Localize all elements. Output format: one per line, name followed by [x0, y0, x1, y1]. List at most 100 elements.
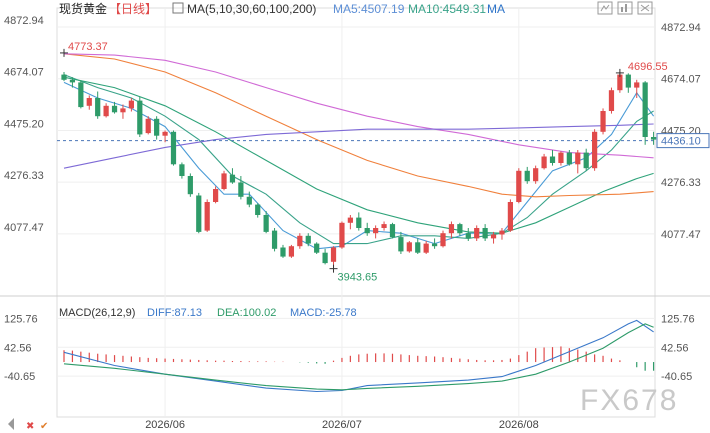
y-tick-right: 4276.33 [661, 177, 701, 189]
axis-labels: 4773.37 4696.55 3943.65 4872.94 4872.94 4674.… [4, 15, 710, 431]
candle-body [440, 233, 446, 247]
check-icon: ✔ [40, 421, 48, 432]
chart-type-icon [172, 2, 184, 14]
candle-body [347, 217, 353, 223]
candle-body [398, 237, 404, 252]
candle-body [533, 168, 539, 182]
candle-body [255, 204, 261, 215]
macd-value-label: MACD:-25.78 [290, 307, 357, 319]
candle-body [187, 176, 193, 195]
macd-dea-label: DEA:100.02 [217, 307, 276, 319]
macd-panel: 125.76 125.76 42.56 42.56 -40.65 -40.65 [4, 313, 695, 393]
ma-line-ma200 [63, 123, 654, 169]
ma-label: MA(5,10,30,60,100,200) [187, 2, 316, 16]
x-tick: 2026/07 [322, 419, 362, 431]
candle-body [330, 247, 337, 262]
ma-line-ma10 [63, 74, 654, 245]
macd-y-tick-left: -40.65 [4, 371, 35, 383]
candle-body [415, 242, 421, 253]
candle-body [86, 98, 92, 106]
ma-value: MA10:4549.31 [408, 2, 486, 16]
fullscreen-icon[interactable] [637, 1, 653, 15]
candle-body [524, 170, 530, 182]
candle-body [406, 242, 412, 252]
candle-body [549, 156, 556, 163]
candle-body [196, 195, 202, 232]
annotation-label: 4773.37 [68, 41, 108, 53]
candle-body [280, 247, 286, 257]
candle-body [516, 170, 522, 202]
ma-line-ma60 [63, 53, 654, 198]
y-tick-left: 4276.33 [4, 170, 44, 182]
macd-y-tick-right: -40.65 [661, 371, 692, 383]
candle-body [221, 173, 227, 189]
period-label: 【日线】 [109, 2, 157, 16]
candle-body [128, 100, 134, 109]
symbol-label: 现货黄金 [59, 1, 107, 16]
ma-line-ma30 [63, 76, 654, 234]
candle-body [364, 228, 370, 234]
candle-body [482, 228, 488, 239]
candle-body [373, 228, 379, 234]
macd-dea-line [63, 323, 654, 391]
candle-body [339, 222, 345, 248]
annotation-label: 4696.55 [628, 61, 668, 73]
candle-body [381, 224, 387, 228]
candle-body [271, 230, 278, 249]
candle-body [212, 189, 219, 202]
y-tick-right: 4674.07 [661, 74, 701, 86]
y-tick-left: 4674.07 [4, 67, 44, 79]
candle-body [457, 224, 463, 234]
candlesticks [61, 72, 657, 269]
candle-body [111, 105, 118, 113]
settings-icon[interactable] [597, 1, 613, 15]
triangle-icon [8, 418, 14, 430]
candle-body [474, 228, 480, 239]
watermark: FX678 [580, 384, 676, 417]
candle-body [263, 215, 269, 232]
candle-body [238, 182, 244, 197]
candle-body [575, 152, 581, 165]
candle-body [288, 246, 295, 257]
candle-body [229, 174, 236, 183]
y-tick-left: 4077.47 [4, 222, 44, 234]
candle-body [592, 131, 598, 169]
candle-body [170, 131, 177, 165]
candle-body [465, 233, 471, 239]
candle-body [162, 131, 168, 136]
chart-type-icon[interactable] [617, 1, 633, 15]
candle-body [314, 243, 320, 253]
candle-body [120, 108, 126, 113]
x-tick: 2026/06 [145, 419, 185, 431]
candle-body [634, 82, 640, 88]
macd-y-tick-left: 42.56 [4, 342, 32, 354]
candle-body [650, 137, 657, 140]
candle-body [137, 100, 143, 135]
candle-body [541, 156, 547, 169]
candle-body [507, 202, 514, 231]
macd-y-tick-right: 42.56 [661, 342, 689, 354]
candle-body [305, 235, 311, 244]
candle-body [608, 90, 615, 111]
candle-body [558, 152, 564, 163]
candle-body [95, 98, 101, 117]
close-icon: ✖ [26, 421, 34, 432]
candle-body [389, 224, 396, 238]
candle-body [356, 217, 362, 228]
candle-body [78, 82, 84, 108]
y-tick-right: 4077.47 [661, 229, 701, 241]
y-tick-left: 4872.94 [4, 15, 44, 27]
macd-label: MACD(26,12,9) [59, 307, 135, 319]
candle-body [431, 243, 438, 247]
current-price-box [656, 133, 710, 149]
candle-body [204, 202, 210, 231]
candle-body [154, 118, 160, 136]
candle-body [583, 152, 589, 169]
candle-body [566, 152, 572, 165]
ma-value: MA5:4507.19 [333, 2, 405, 16]
candle-body [625, 74, 631, 88]
macd-y-tick-left: 125.76 [4, 313, 38, 325]
macd-diff-line [63, 319, 654, 393]
candle-body [179, 164, 185, 176]
candle-body [423, 243, 429, 253]
